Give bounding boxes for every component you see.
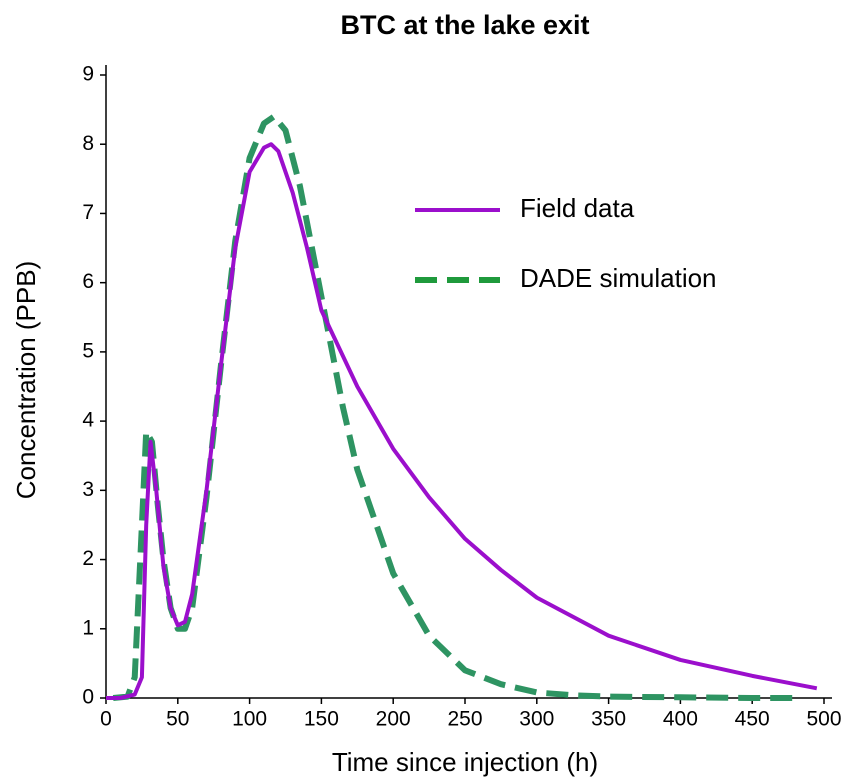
x-tick-label: 150 — [304, 708, 339, 731]
y-tick-label: 7 — [82, 201, 94, 224]
x-tick-label: 100 — [232, 708, 267, 731]
y-tick-label: 8 — [82, 132, 94, 155]
x-tick-label: 350 — [591, 708, 626, 731]
chart-title: BTC at the lake exit — [340, 10, 589, 40]
y-tick-label: 4 — [82, 409, 94, 432]
legend-label: Field data — [520, 193, 635, 223]
x-tick-label: 0 — [100, 708, 112, 731]
x-axis-title: Time since injection (h) — [332, 747, 598, 777]
x-tick-label: 50 — [166, 708, 189, 731]
legend-label: DADE simulation — [520, 263, 717, 293]
y-tick-label: 0 — [82, 686, 94, 709]
y-tick-label: 1 — [82, 616, 94, 639]
y-tick-label: 6 — [82, 270, 94, 293]
y-tick-label: 9 — [82, 63, 94, 86]
y-axis-title: Concentration (PPB) — [11, 261, 41, 499]
x-tick-label: 400 — [663, 708, 698, 731]
series-line — [112, 113, 796, 701]
x-tick-label: 500 — [806, 708, 841, 731]
x-tick-label: 450 — [735, 708, 770, 731]
y-tick-label: 3 — [82, 478, 94, 501]
x-tick-label: 250 — [447, 708, 482, 731]
y-tick-label: 2 — [82, 547, 94, 570]
series-line — [106, 142, 818, 700]
x-tick-label: 300 — [519, 708, 554, 731]
y-tick-label: 5 — [82, 339, 94, 362]
x-tick-label: 200 — [376, 708, 411, 731]
